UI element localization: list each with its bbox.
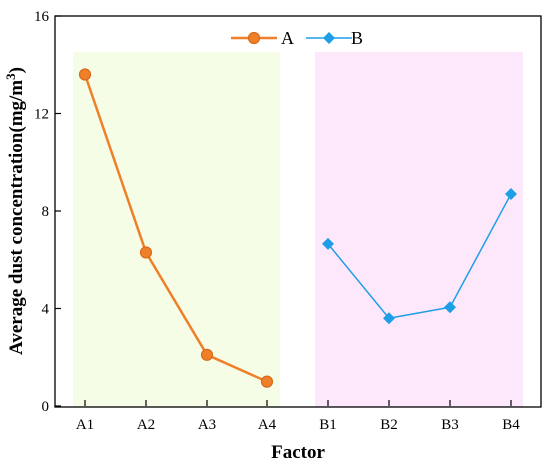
- x-axis: A1 A2 A3 A4 B1 B2 B3 B4: [76, 400, 520, 433]
- legend-b-marker: [323, 32, 335, 44]
- y-tick-label: 16: [34, 9, 50, 25]
- x-tick-label: A4: [258, 417, 277, 433]
- legend-b-label: B: [351, 28, 363, 48]
- x-tick-label: B2: [380, 417, 398, 433]
- y-tick-label: 0: [42, 399, 50, 415]
- x-tick-label: B3: [441, 417, 459, 433]
- x-tick-label: A3: [198, 417, 216, 433]
- y-axis-title-base: Average dust concentration(mg/m: [6, 80, 27, 355]
- series-b-point: [505, 187, 517, 200]
- x-tick-label: A1: [76, 417, 94, 433]
- series-layer: [78, 68, 517, 388]
- series-a-point: [260, 375, 274, 388]
- legend-a-label: A: [281, 28, 294, 48]
- y-tick-label: 4: [42, 302, 50, 318]
- y-tick-label: 12: [34, 107, 49, 123]
- y-tick-label: 8: [42, 204, 50, 220]
- y-axis-title-end: ): [6, 67, 27, 73]
- legend-a-marker: [247, 31, 261, 45]
- series-a-line: [83, 74, 268, 383]
- x-tick-label: A2: [137, 417, 155, 433]
- x-tick-label: B1: [319, 417, 337, 433]
- region-a-background: [73, 52, 280, 407]
- series-a-point: [200, 348, 214, 361]
- x-axis-title: Factor: [271, 442, 325, 463]
- series-a-point: [139, 246, 153, 259]
- y-axis-title: Average dust concentration(mg/m3): [3, 67, 27, 355]
- series-b-point: [444, 301, 456, 314]
- series-b-point: [383, 312, 395, 325]
- y-axis: 0 4 8 12 16: [34, 9, 61, 415]
- region-b-background: [315, 52, 523, 407]
- legend: A B: [231, 28, 363, 48]
- x-tick-label: B4: [502, 417, 520, 433]
- y-axis-title-superscript: 3: [3, 73, 18, 80]
- series-b-point: [322, 237, 334, 250]
- series-a-point: [78, 68, 92, 81]
- series-b-line: [327, 193, 512, 319]
